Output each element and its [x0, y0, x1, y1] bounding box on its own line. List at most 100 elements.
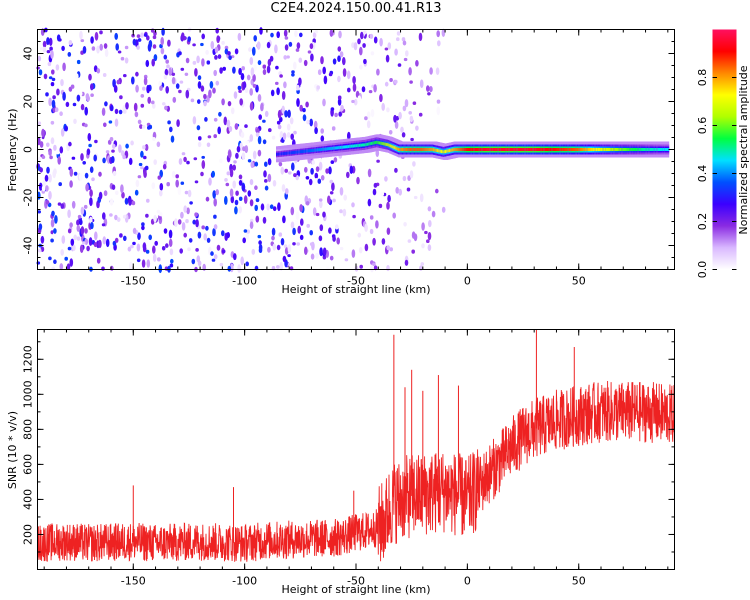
heatmap-cell — [89, 189, 93, 198]
heatmap-cell — [87, 133, 92, 142]
heatmap-cell — [177, 219, 182, 225]
heatmap-cell — [112, 170, 117, 177]
heatmap-cell — [386, 227, 391, 235]
heatmap-cell — [139, 124, 143, 129]
heatmap-cell — [293, 173, 297, 178]
heatmap-cell — [73, 234, 77, 241]
heatmap-cell — [395, 187, 400, 194]
heatmap-cell — [250, 67, 255, 77]
x-tick-label: -150 — [121, 275, 146, 288]
heatmap-cell — [244, 124, 248, 128]
y-tick-label: 0 — [22, 146, 35, 153]
heatmap-cell — [329, 29, 334, 37]
heatmap-cell — [197, 75, 202, 81]
heatmap-cell — [372, 262, 376, 267]
heatmap-cell — [193, 157, 198, 161]
heatmap-cell — [221, 230, 225, 237]
heatmap-cell — [308, 178, 313, 186]
heatmap-cell — [224, 178, 228, 182]
snr-series — [37, 329, 675, 562]
heatmap-cell — [98, 239, 102, 249]
heatmap-cell — [184, 72, 189, 77]
heatmap-cell — [124, 197, 129, 205]
heatmap-cell — [50, 50, 54, 59]
heatmap-cell — [320, 56, 324, 65]
heatmap-cell — [180, 211, 184, 219]
heatmap-cell — [366, 120, 371, 129]
heatmap-cell — [111, 149, 115, 153]
heatmap-cell — [39, 167, 43, 173]
heatmap-cell — [312, 207, 317, 216]
heatmap-cell — [183, 156, 187, 163]
heatmap-cell — [396, 37, 400, 42]
heatmap-cell — [410, 137, 414, 142]
heatmap-cell — [388, 130, 393, 135]
heatmap-cell — [68, 40, 73, 46]
heatmap-cell — [317, 178, 322, 184]
heatmap-cell — [93, 154, 97, 162]
heatmap-cell — [286, 123, 291, 131]
heatmap-cell — [233, 253, 237, 261]
heatmap-cell — [340, 104, 344, 112]
heatmap-cell — [219, 262, 224, 267]
heatmap-cell — [48, 97, 52, 107]
heatmap-cell — [70, 238, 75, 246]
heatmap-cell — [152, 35, 157, 40]
heatmap-cell — [393, 114, 397, 123]
heatmap-cell — [129, 261, 133, 270]
heatmap-cell — [156, 141, 161, 148]
heatmap-cell — [82, 161, 86, 165]
heatmap-cell — [200, 42, 204, 47]
heatmap-cell — [242, 81, 247, 90]
heatmap-cell — [178, 51, 182, 56]
heatmap-cell — [152, 253, 157, 262]
heatmap-cell — [102, 212, 106, 220]
heatmap-cell — [61, 235, 66, 244]
heatmap-cell — [109, 198, 114, 206]
heatmap-cell — [373, 84, 377, 93]
heatmap-cell — [412, 161, 416, 167]
heatmap-cell — [123, 235, 127, 241]
heatmap-cell — [60, 203, 65, 209]
heatmap-cell — [153, 159, 157, 166]
heatmap-cell — [132, 241, 136, 246]
heatmap-cell — [244, 145, 249, 154]
heatmap-cell — [89, 166, 94, 173]
heatmap-cell — [279, 261, 284, 271]
heatmap-cell — [56, 88, 60, 96]
heatmap-cell — [64, 256, 68, 261]
heatmap-cell — [217, 54, 222, 59]
heatmap-cell — [329, 179, 334, 184]
heatmap-cell — [51, 69, 55, 75]
heatmap-cell — [99, 30, 103, 35]
heatmap-cell — [230, 195, 235, 204]
heatmap-cell — [120, 184, 124, 194]
heatmap-cell — [161, 246, 166, 251]
heatmap-cell — [313, 120, 318, 129]
heatmap-cell — [51, 210, 55, 217]
heatmap-cell — [317, 69, 322, 76]
heatmap-cell — [76, 59, 81, 65]
heatmap-cell — [352, 83, 357, 92]
heatmap-cell — [104, 48, 109, 58]
heatmap-cell — [357, 232, 362, 238]
heatmap-cell — [295, 48, 300, 52]
heatmap-cell — [294, 220, 299, 226]
heatmap-cell — [380, 192, 385, 196]
heatmap-cell — [57, 156, 61, 165]
heatmap-cell — [346, 171, 350, 179]
heatmap-cell — [276, 244, 281, 251]
heatmap-cell — [262, 119, 266, 123]
heatmap-cell — [168, 67, 172, 76]
heatmap-cell — [157, 257, 161, 262]
heatmap-cell — [116, 79, 121, 85]
colorbar-tick-label: 0.2 — [696, 213, 709, 231]
heatmap-cell — [171, 72, 176, 77]
heatmap-cell — [413, 195, 418, 200]
heatmap-cell — [277, 124, 282, 130]
heatmap-cell — [339, 209, 343, 214]
heatmap-cell — [435, 188, 439, 194]
heatmap-cell — [304, 246, 308, 255]
heatmap-cell — [396, 31, 401, 36]
